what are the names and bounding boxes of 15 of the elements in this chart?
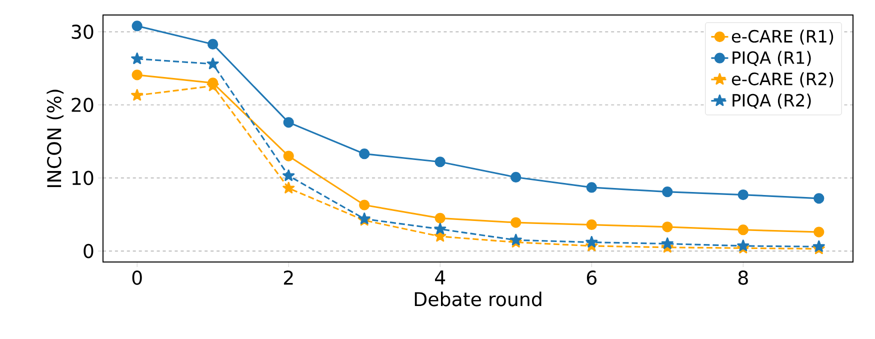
legend-label: PIQA (R2) bbox=[732, 94, 811, 109]
x-tick-label: 6 bbox=[586, 270, 596, 285]
legend-label: PIQA (R1) bbox=[732, 50, 811, 66]
x-tick-label: 2 bbox=[284, 270, 293, 285]
x-tick-label: 4 bbox=[435, 270, 446, 284]
legend-label: e-CARE (R2) bbox=[732, 72, 834, 88]
y-tick-label: 20 bbox=[72, 98, 94, 112]
x-axis-title: Debate round bbox=[414, 292, 542, 306]
legend-label: e-CARE (R1) bbox=[732, 30, 834, 45]
y-tick-label: 30 bbox=[72, 24, 94, 39]
x-tick-label: 8 bbox=[738, 270, 748, 285]
y-tick-label: 10 bbox=[72, 170, 94, 186]
y-axis-title: INCON (%) bbox=[46, 90, 64, 188]
y-tick-label: 0 bbox=[84, 244, 94, 258]
x-tick-label: 0 bbox=[132, 270, 142, 285]
